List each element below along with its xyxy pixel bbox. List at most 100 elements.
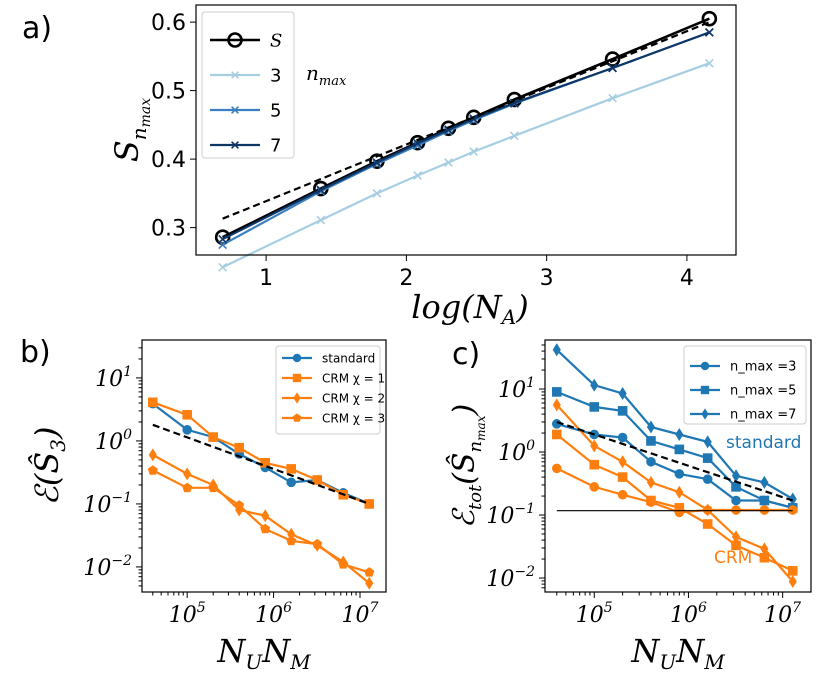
data-point-c-5-4: [675, 485, 684, 499]
legend-label-a-0: S: [270, 30, 282, 51]
data-point-a-3-2: [372, 158, 382, 167]
data-point-c-3-6: [731, 505, 741, 515]
data-point-b-1-3: [234, 442, 245, 453]
y-tick-label-b-2: 100: [95, 427, 132, 455]
data-point-c-5-8: [788, 575, 797, 589]
data-point-b-1-8: [364, 499, 375, 509]
legend-label-c-0: n_max =3: [730, 360, 796, 375]
x-tick-label-c-0: 105: [576, 600, 613, 628]
data-point-b-1-5: [286, 464, 297, 474]
y-tick-label-b-0: 10−2: [83, 553, 132, 581]
data-point-b-3-6: [312, 538, 323, 549]
data-point-b-3-8: [364, 567, 375, 577]
data-point-b-2-0: [148, 448, 157, 462]
data-point-b-3-5: [286, 535, 297, 546]
data-point-c-4-7: [759, 552, 770, 563]
data-point-b-2-8: [365, 576, 374, 590]
data-point-a-3-5: [469, 114, 479, 124]
x-tick-label-a-1: 2: [399, 266, 413, 291]
legend-label-a-3: 7: [270, 135, 281, 156]
series-line-a-3: [222, 31, 710, 241]
legend-marker-b-1: [292, 373, 302, 383]
data-point-b-0-1: [182, 425, 192, 435]
data-point-a-1-5: [469, 147, 479, 156]
y-tick-label-c-0: 10−2: [486, 564, 535, 592]
data-point-c-0-3: [646, 456, 656, 467]
data-point-c-5-3: [646, 475, 656, 489]
data-point-c-2-2: [618, 386, 627, 400]
data-point-b-3-4: [260, 523, 271, 534]
series-line-c-4: [556, 433, 794, 572]
legend-label-c-2: n_max =7: [730, 408, 796, 423]
legend-a: nmax S 3 5 7: [201, 11, 347, 159]
data-point-c-3-7: [759, 505, 770, 515]
data-point-c-3-8: [787, 505, 798, 515]
y-axis-label-c: ℰtot(Ŝnmax): [446, 404, 488, 528]
data-point-a-1-6: [509, 131, 519, 141]
y-tick-label-b-3: 101: [95, 364, 132, 392]
data-point-b-3-7: [338, 559, 349, 569]
data-point-c-4-3: [646, 495, 656, 506]
panel-c: 105 106 107 10−2 10−1 100 101 NUNM ℰtot(Ŝnmax)…: [446, 339, 812, 674]
panel-a: 1 2 3 4 0.3 0.4 0.5 0.6 log(NA) Snmax nmax S 3 5 7: [108, 4, 737, 329]
x-axis-label-c: NUNM: [630, 632, 725, 674]
data-point-c-5-0: [552, 398, 561, 412]
data-point-c-0-6: [731, 495, 741, 506]
series-line-a-1: [222, 62, 710, 269]
legend-label-b-1: CRM χ = 1: [322, 371, 385, 385]
data-point-c-0-4: [674, 469, 685, 479]
data-point-b-1-1: [182, 409, 192, 420]
data-point-c-2-5: [703, 435, 712, 449]
data-point-b-3-0: [147, 465, 158, 475]
legend-marker-a-2: [231, 106, 239, 114]
data-point-c-3-0: [551, 463, 562, 474]
x-tick-label-c-2: 107: [764, 600, 801, 628]
data-point-b-1-2: [208, 432, 218, 442]
legend-b: standard CRM χ = 1 CRM χ = 2 CRM χ = 3: [275, 345, 385, 435]
legend-marker-b-2: [293, 392, 301, 404]
x-tick-label-c-1: 106: [670, 600, 707, 628]
legend-label-b-3: CRM χ = 3: [322, 411, 385, 425]
y-tick-label-a-0: 0.3: [151, 217, 186, 242]
series-line-a-2: [222, 31, 710, 246]
data-point-c-3-2: [617, 489, 628, 500]
x-tick-label-b-0: 105: [169, 600, 206, 628]
y-axis-label-b: ℰ(Ŝ3): [28, 427, 70, 506]
data-point-c-5-5: [703, 503, 712, 517]
data-point-c-5-2: [618, 455, 627, 469]
data-point-c-4-2: [617, 472, 628, 482]
data-point-a-1-2: [372, 188, 382, 198]
legend-c: n_max =3 n_max =5 n_max =7: [683, 345, 807, 425]
legend-label-b-2: CRM χ = 2: [322, 391, 385, 405]
legend-label-c-1: n_max =5: [730, 384, 796, 399]
data-point-a-1-7: [608, 93, 617, 103]
legend-label-a-2: 5: [270, 100, 281, 121]
data-point-c-1-2: [617, 406, 628, 416]
annotation-standard: standard: [726, 433, 801, 453]
data-point-c-4-5: [702, 519, 713, 529]
data-point-c-4-6: [731, 540, 741, 551]
panel-label-c: c): [452, 337, 480, 372]
data-point-c-2-8: [788, 492, 797, 506]
data-point-a-3-8: [704, 27, 714, 37]
data-point-b-3-1: [182, 482, 193, 493]
data-point-b-2-4: [261, 509, 270, 523]
x-tick-label-b-1: 106: [255, 600, 292, 628]
x-tick-label-a-3: 4: [680, 266, 694, 291]
panel-b: 105 106 107 10−2 10−1 100 101 NUNM ℰ(Ŝ3) stand…: [28, 339, 387, 674]
data-point-c-2-1: [590, 378, 599, 392]
data-point-c-0-5: [702, 474, 713, 485]
data-point-c-4-1: [589, 459, 600, 470]
data-point-a-3-6: [509, 98, 519, 108]
data-point-b-0-5: [286, 477, 297, 488]
annotation-crm: CRM: [714, 548, 752, 568]
legend-title-a: nmax: [306, 61, 347, 89]
data-point-a-3-7: [608, 63, 617, 73]
y-tick-label-c-3: 101: [498, 375, 535, 403]
series-line-c-6: [556, 420, 794, 502]
data-point-b-3-3: [234, 500, 245, 510]
y-tick-label-c-2: 100: [498, 438, 535, 466]
legend-marker-a-1: [231, 71, 239, 79]
data-point-c-1-3: [646, 436, 656, 446]
